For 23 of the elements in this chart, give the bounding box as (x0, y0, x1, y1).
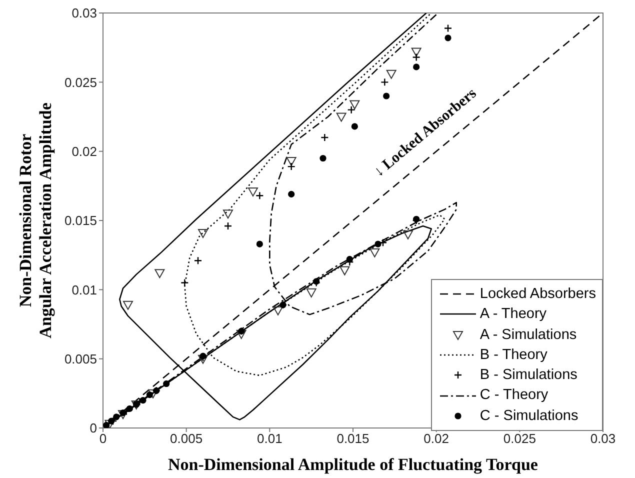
x-tick-label: 0.02 (424, 431, 449, 446)
y-tick-label: 0.025 (64, 74, 97, 90)
y-tick-label: 0.015 (64, 213, 97, 228)
x-tick-label: 0.01 (257, 431, 282, 446)
legend-label: C - Theory (480, 386, 548, 406)
legend-label: B - Theory (480, 346, 548, 365)
legend-label: A - Theory (480, 305, 547, 324)
x-tick-label: 0.03 (590, 431, 616, 446)
x-tick-label: 0.005 (170, 431, 203, 446)
legend-label: A - Simulations (480, 326, 577, 345)
y-tick-label: 0.03 (72, 6, 97, 21)
y-tick-label: 0.01 (72, 282, 97, 298)
x-tick-label: 0.025 (503, 431, 536, 446)
y-tick-label: 0 (90, 420, 97, 436)
y-axis-title: Non-Dimensional Rotor Angular Acceleration Amplitude (16, 102, 55, 338)
x-tick-label: 0 (99, 431, 107, 446)
legend-label: B - Simulations (480, 366, 578, 386)
legend-label: C - Simulations (480, 406, 578, 426)
y-tick-label: 0.005 (64, 351, 97, 366)
x-tick-label: 0.015 (336, 431, 370, 446)
y-tick-label: 0.02 (72, 144, 97, 159)
x-axis-title: Non-Dimensional Amplitude of Fluctuating Torque (168, 455, 538, 474)
legend-label: Locked Absorbers (480, 284, 596, 304)
